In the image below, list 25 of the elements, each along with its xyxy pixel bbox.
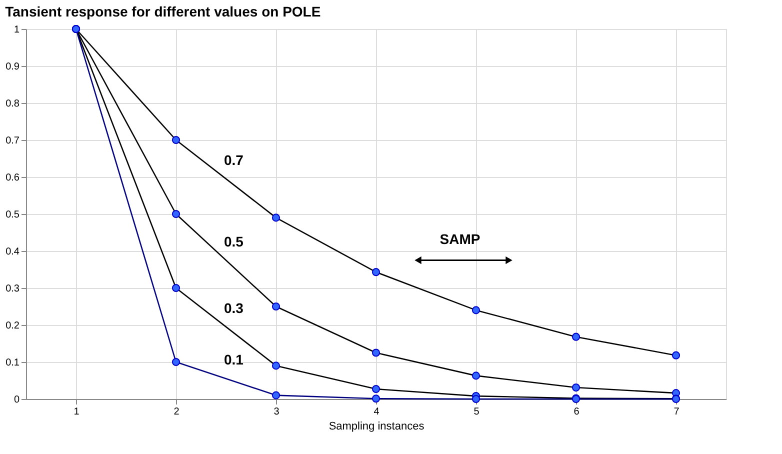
- x-tick-label: 1: [74, 406, 80, 418]
- y-tick-label: 0.5: [6, 210, 20, 220]
- y-tick-label: 0.4: [6, 246, 20, 258]
- series-label: 0.7: [224, 152, 244, 168]
- series-label: 0.1: [224, 352, 244, 368]
- chart-title: Tansient response for different values on POLE: [5, 3, 321, 20]
- y-tick-label: 0.8: [6, 98, 20, 110]
- y-tick-label: 0.9: [6, 62, 20, 72]
- y-tick-label: 0.7: [6, 136, 20, 146]
- y-tick-label: 0.1: [6, 358, 20, 368]
- annotation: SAMP: [440, 230, 480, 247]
- y-tick-label: 0.2: [6, 320, 20, 332]
- x-tick-label: 6: [574, 406, 580, 418]
- x-tick-label: 2: [174, 406, 180, 418]
- y-tick-label: 0.3: [6, 284, 20, 294]
- x-tick-label: 4: [374, 406, 380, 418]
- x-tick-label: 3: [274, 406, 280, 418]
- x-axis-title: Sampling instances: [328, 420, 425, 432]
- x-tick-label: 7: [674, 406, 680, 418]
- series-label: 0.5: [224, 233, 244, 250]
- y-tick-label: 0.6: [6, 172, 20, 184]
- series-label: 0.3: [224, 300, 244, 316]
- y-tick-label: 0: [14, 394, 20, 406]
- x-tick-label: 5: [474, 406, 480, 418]
- y-tick-label: 1: [14, 24, 20, 36]
